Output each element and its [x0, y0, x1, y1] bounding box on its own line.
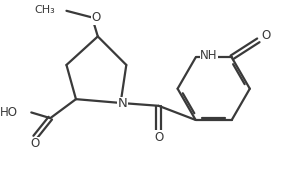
Text: CH₃: CH₃ — [34, 5, 55, 15]
Text: O: O — [30, 137, 40, 150]
Text: HO: HO — [0, 106, 18, 119]
Text: O: O — [91, 11, 101, 24]
Text: O: O — [261, 29, 271, 42]
Text: NH: NH — [200, 49, 218, 62]
Text: N: N — [118, 97, 128, 110]
Text: O: O — [154, 131, 163, 144]
